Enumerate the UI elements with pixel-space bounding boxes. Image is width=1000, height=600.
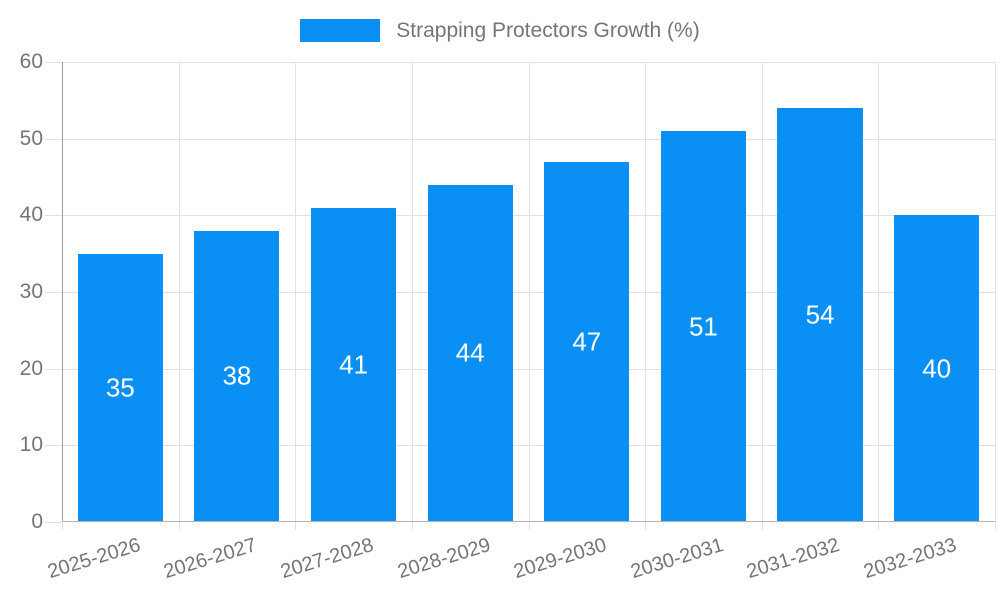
- legend-label: Strapping Protectors Growth (%): [396, 19, 700, 42]
- x-axis-label: 2031-2032: [744, 534, 843, 584]
- x-gridline: [178, 62, 180, 530]
- x-gridline: [645, 62, 647, 530]
- x-axis-label: 2027-2028: [278, 534, 376, 584]
- bar-value-label: 44: [455, 337, 485, 368]
- x-axis-label: 2026-2027: [161, 534, 260, 584]
- plot-area: 35 38 41 44 47 51 54 40: [62, 62, 996, 530]
- bar[interactable]: 51: [660, 131, 746, 522]
- x-axis-label: 2025-2026: [44, 534, 143, 584]
- bar-value-label: 54: [805, 299, 835, 330]
- y-tick-mark: [45, 522, 62, 523]
- y-tick-mark: [45, 292, 62, 293]
- x-axis-label: 2032-2033: [861, 534, 960, 584]
- chart-legend[interactable]: Strapping Protectors Growth (%): [0, 19, 1000, 42]
- y-tick-mark: [45, 445, 62, 447]
- x-axis-label: 2028-2029: [394, 534, 493, 584]
- y-tick-mark: [45, 138, 62, 140]
- bar-value-label: 40: [922, 353, 952, 384]
- bar[interactable]: 47: [544, 161, 630, 522]
- y-tick-mark: [45, 368, 62, 370]
- bar-value-label: 51: [688, 311, 718, 341]
- y-tick-mark: [45, 62, 62, 63]
- bar-value-label: 47: [572, 326, 602, 357]
- x-gridline: [528, 62, 530, 530]
- x-gridline: [878, 62, 880, 530]
- bar[interactable]: 38: [194, 230, 280, 522]
- bar-value-label: 41: [339, 349, 369, 380]
- y-axis-label: 0: [31, 510, 43, 533]
- legend-swatch: [300, 19, 381, 42]
- y-axis-label: 40: [19, 203, 43, 227]
- y-axis-label: 50: [19, 126, 43, 150]
- bar-value-label: 38: [222, 360, 252, 391]
- x-gridline: [295, 62, 297, 530]
- bar[interactable]: 35: [77, 253, 163, 522]
- y-axis-label: 30: [19, 280, 43, 303]
- y-axis-line: [62, 62, 63, 522]
- bar[interactable]: 44: [427, 184, 513, 522]
- x-gridline: [411, 62, 413, 530]
- bar[interactable]: 41: [310, 207, 397, 522]
- x-gridline: [995, 62, 996, 530]
- bar[interactable]: 40: [894, 215, 980, 522]
- y-axis-label: 10: [19, 433, 43, 457]
- bar-value-label: 35: [105, 372, 135, 403]
- y-tick-mark: [45, 215, 62, 217]
- x-gridline: [761, 62, 763, 530]
- x-axis-label: 2030-2031: [627, 534, 726, 584]
- y-axis-label: 60: [19, 50, 43, 73]
- x-axis-label: 2029-2030: [511, 534, 610, 584]
- y-axis-label: 20: [19, 356, 43, 380]
- bar[interactable]: 54: [777, 108, 863, 522]
- x-axis-line: [62, 521, 995, 522]
